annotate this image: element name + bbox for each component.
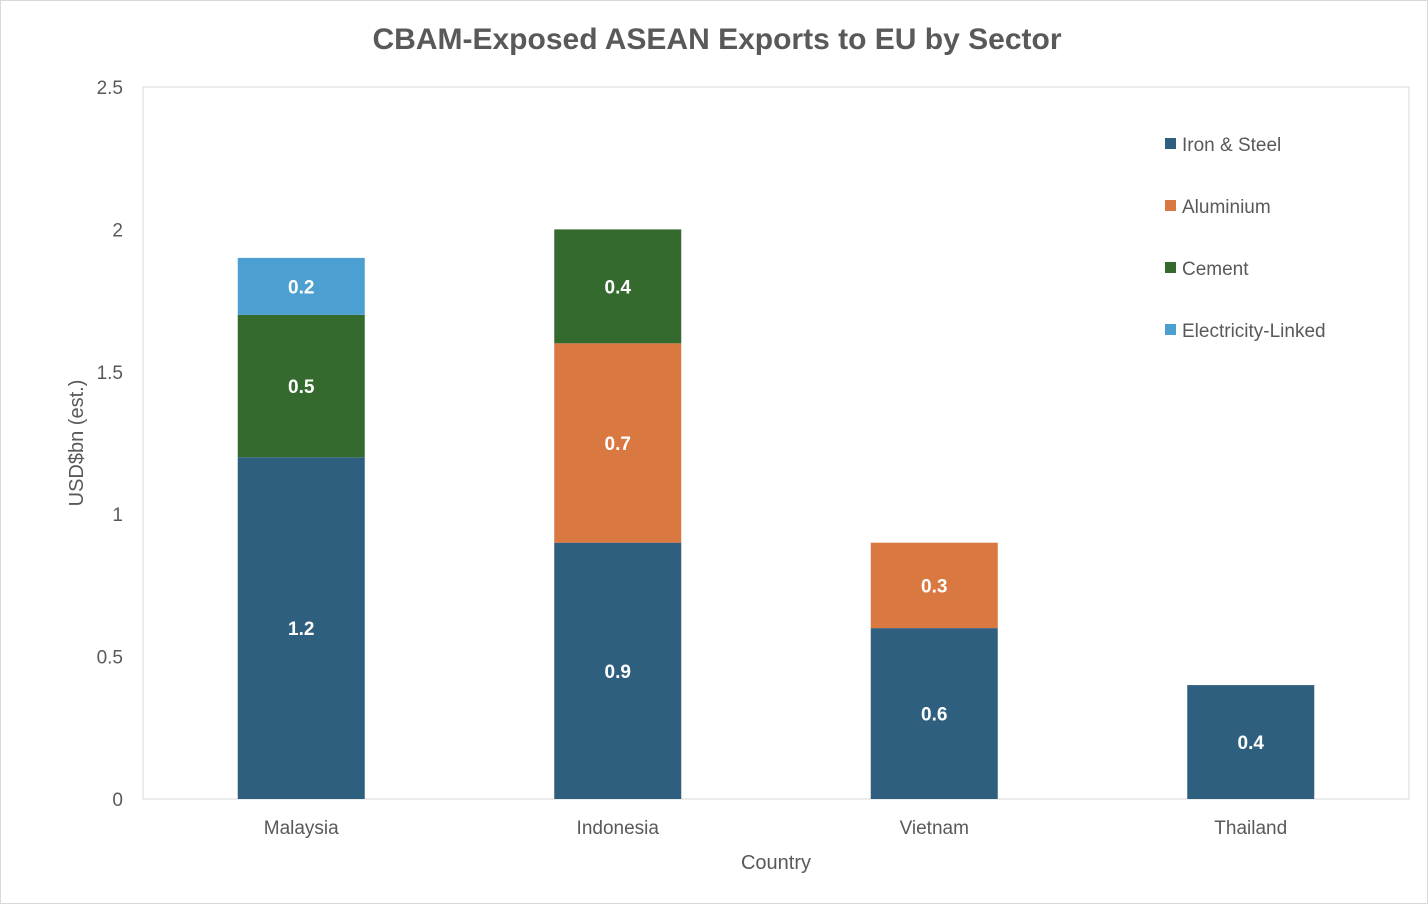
bar-segment-indonesia-aluminium	[554, 343, 682, 543]
x-tick-label: Malaysia	[264, 818, 339, 839]
data-label: 0.2	[288, 277, 314, 298]
chart-title: CBAM-Exposed ASEAN Exports to EU by Sect…	[373, 23, 1062, 56]
bar-segment-malaysia-electricity-linked	[237, 257, 365, 315]
legend-label: Electricity-Linked	[1182, 321, 1326, 342]
data-label: 0.4	[605, 277, 632, 298]
bar-segment-malaysia-cement	[237, 314, 365, 458]
y-tick-label: 2	[112, 220, 123, 241]
y-axis-title: USD$bn (est.)	[66, 380, 88, 507]
bar-segment-indonesia-cement	[554, 229, 682, 344]
x-tick-label: Vietnam	[900, 818, 969, 839]
data-label: 1.2	[288, 619, 314, 640]
legend-swatch	[1165, 138, 1176, 149]
data-label: 0.6	[921, 705, 947, 726]
y-tick-label: 0	[112, 790, 123, 811]
bar-segment-indonesia-iron-steel	[554, 542, 682, 799]
bar-segment-thailand-iron-steel	[1187, 685, 1315, 799]
legend-label: Cement	[1182, 259, 1249, 280]
data-label: 0.9	[605, 662, 631, 683]
data-label: 0.5	[288, 377, 315, 398]
legend: Iron & Steel Aluminium Cement Electricity-L…	[1165, 135, 1326, 342]
x-tick-label: Thailand	[1214, 818, 1287, 839]
y-tick-label: 2.5	[97, 78, 123, 99]
y-tick-label: 1.5	[97, 363, 123, 384]
x-tick-label: Indonesia	[577, 818, 660, 839]
legend-swatch	[1165, 324, 1176, 335]
legend-label: Iron & Steel	[1182, 135, 1281, 156]
data-label: 0.7	[605, 434, 631, 455]
bar-segment-vietnam-iron-steel	[870, 628, 998, 799]
legend-swatch	[1165, 262, 1176, 273]
legend-label: Aluminium	[1182, 197, 1271, 218]
bar-segment-malaysia-iron-steel	[237, 457, 365, 799]
x-axis-title: Country	[741, 852, 811, 874]
data-label: 0.4	[1238, 733, 1265, 754]
bar-segment-vietnam-aluminium	[870, 542, 998, 629]
legend-swatch	[1165, 200, 1176, 211]
y-tick-label: 1	[112, 505, 123, 526]
y-tick-label: 0.5	[97, 648, 123, 669]
data-label: 0.3	[921, 576, 947, 597]
